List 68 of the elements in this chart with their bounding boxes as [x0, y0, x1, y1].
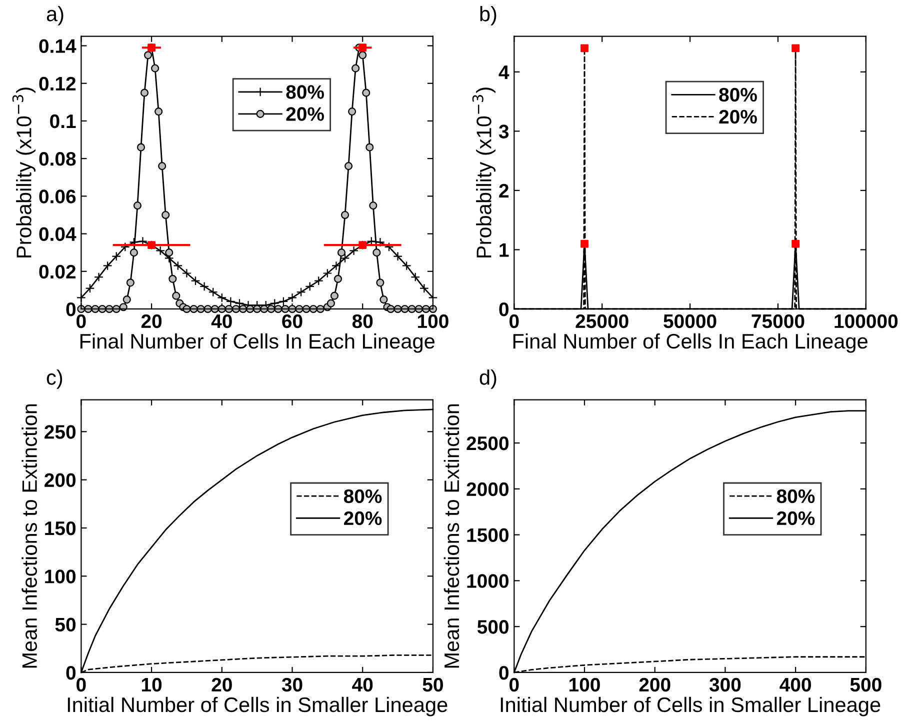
legend-label: 20%: [286, 107, 324, 121]
x-axis-title: Final Number of Cells In Each Lineage: [513, 333, 868, 353]
y-tick-label: 0: [66, 302, 76, 316]
y-tick-label: 0.08: [39, 152, 76, 166]
y-tick-label: 500: [477, 620, 508, 634]
legend-label: 20%: [776, 511, 815, 526]
x-tick-label: 30: [282, 678, 302, 692]
x-tick-label: 60: [282, 314, 302, 328]
x-tick-label: 20: [141, 314, 162, 328]
y-tick-label: 50: [55, 618, 76, 632]
x-tick-label: 300: [709, 678, 741, 692]
text: c): [46, 370, 62, 389]
y-tick-label: 200: [44, 473, 76, 488]
y-axis-title: Mean Infections to Extinction: [444, 404, 460, 668]
y-tick-label: 2000: [466, 482, 508, 496]
y-tick-label: 1500: [467, 528, 508, 542]
x-tick-label: 100: [418, 314, 448, 328]
x-tick-label: 20: [212, 678, 232, 692]
x-tick-label: 0: [76, 678, 86, 692]
y-tick-label: 0.1: [50, 114, 76, 128]
x-tick-label: 200: [639, 678, 670, 692]
y-tick-label: 2500: [466, 436, 508, 450]
x-tick-label: 0: [76, 314, 86, 328]
text: b): [480, 6, 496, 26]
text: a): [46, 6, 64, 26]
legend-label: 20%: [719, 110, 757, 124]
x-tick-label: 100000: [834, 314, 898, 328]
legend-label: 80%: [286, 85, 324, 99]
x-tick-label: 50: [422, 678, 443, 692]
x-tick-label: 80: [352, 314, 373, 328]
x-tick-label: 40: [211, 314, 232, 328]
x-axis-title: Final Number of Cells In Each Lineage: [80, 333, 434, 353]
y-tick-label: 100: [45, 570, 76, 584]
legend-label: 80%: [344, 489, 382, 504]
y-tick-label: 0.04: [39, 227, 76, 242]
x-tick-label: 500: [850, 678, 882, 692]
y-tick-label: 1: [500, 243, 509, 257]
x-axis-title: Initial Number of Cells in Smaller Lineage: [500, 696, 880, 716]
x-tick-label: 25000: [576, 314, 628, 328]
y-tick-label: 0.14: [39, 39, 76, 53]
y-tick-label: 250: [44, 425, 76, 439]
x-tick-label: 10: [142, 678, 162, 692]
y-axis-title: Probability (x10$^{−3}$): [472, 88, 496, 258]
x-axis-title: Initial Number of Cells in Smaller Lineage: [68, 696, 448, 716]
legend-label: 80%: [776, 489, 815, 504]
y-tick-label: 0: [499, 666, 508, 680]
text: d): [480, 370, 496, 389]
y-tick-label: 0.06: [39, 190, 76, 204]
x-tick-label: 40: [352, 678, 373, 692]
y-tick-label: 150: [45, 521, 76, 536]
x-tick-label: 50000: [664, 314, 716, 328]
x-tick-label: 0: [510, 678, 519, 692]
legend-label: 20%: [344, 511, 382, 526]
y-tick-label: 2: [499, 184, 508, 198]
y-tick-label: 1000: [467, 574, 508, 588]
x-tick-label: 400: [780, 678, 811, 692]
y-axis-title: Mean Infections to Extinction: [22, 404, 37, 668]
y-tick-label: 4: [498, 66, 510, 79]
y-tick-label: 0: [499, 302, 508, 316]
y-tick-label: 0.12: [39, 76, 76, 91]
y-axis-title: Probability (x10$^{−3}$): [12, 88, 36, 258]
x-tick-label: 0: [510, 314, 519, 328]
legend-label: 80%: [719, 88, 757, 102]
y-tick-label: 3: [498, 124, 509, 138]
y-tick-label: 0: [66, 666, 76, 680]
x-tick-label: 100: [570, 678, 600, 692]
x-tick-label: 75000: [752, 314, 804, 328]
y-tick-label: 0.02: [39, 264, 76, 279]
